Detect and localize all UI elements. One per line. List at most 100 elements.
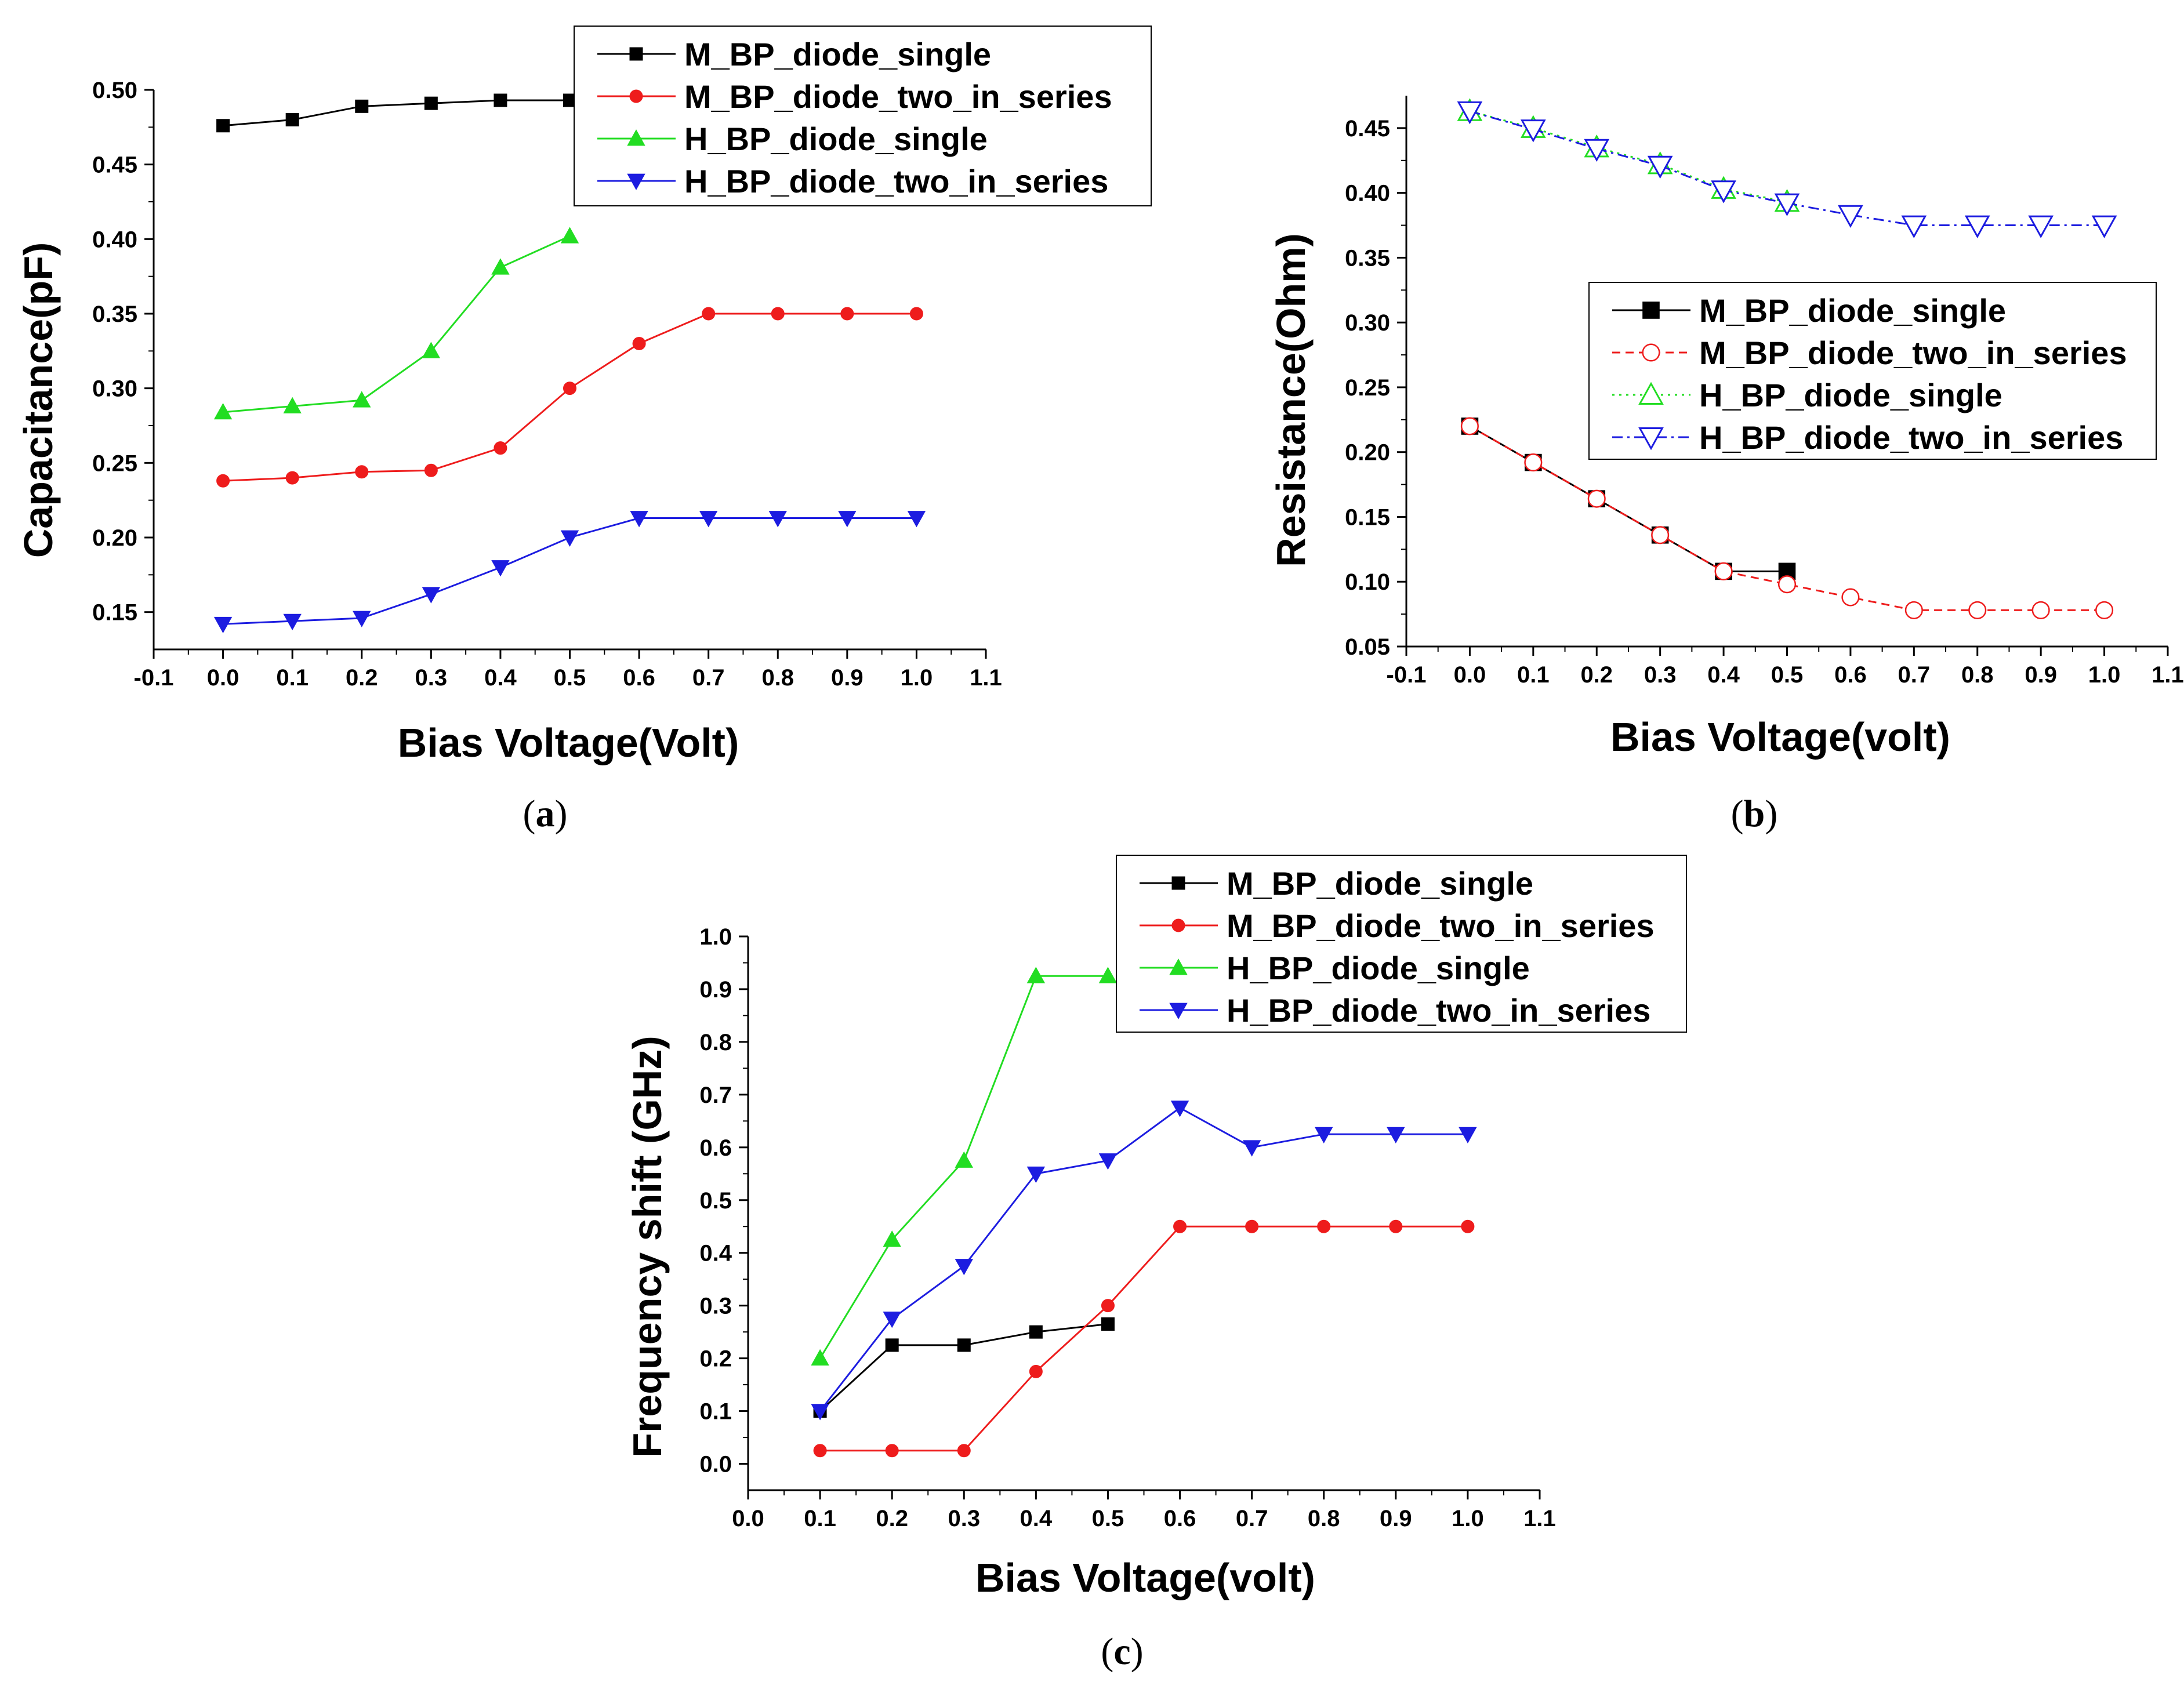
chart-c-data-point — [885, 1444, 899, 1458]
chart-c-x-tick-label: 1.0 — [1452, 1506, 1484, 1531]
chart-c-legend-marker-1 — [1171, 918, 1185, 932]
chart-a-x-tick-label: 1.0 — [901, 665, 933, 691]
chart-a-data-point — [768, 511, 787, 528]
chart-b-y-axis-title: Resistance(Ohm) — [1268, 233, 1314, 567]
chart-c-x-tick-label: 1.1 — [1523, 1506, 1556, 1531]
chart-c-x-tick-label: 0.5 — [1092, 1506, 1124, 1531]
chart-a-data-point — [422, 587, 441, 604]
chart-a-data-point — [424, 463, 438, 477]
chart-a-data-point — [353, 611, 371, 627]
chart-a-y-tick-label: 0.45 — [92, 152, 137, 178]
chart-a-data-point — [840, 307, 854, 321]
chart-b-data-point — [1647, 155, 1673, 179]
chart-a-data-point — [216, 119, 230, 133]
chart-a-data-point — [422, 342, 441, 358]
chart-b-series-line-1 — [1469, 425, 2105, 611]
chart-a-legend-label-2: H_BP_diode_single — [684, 121, 988, 157]
chart-b-x-tick-label: 0.9 — [2025, 662, 2057, 688]
chart-a-data-point — [563, 382, 576, 395]
chart-b-data-point — [1520, 119, 1546, 143]
chart-b-data-point — [1457, 101, 1483, 125]
chart-b-legend-box — [1588, 282, 2157, 460]
chart-b-legend-marker-2 — [1638, 382, 1664, 405]
chart-a-x-tick-label: 0.3 — [415, 665, 448, 691]
chart-b-y-tick-label: 0.40 — [1345, 181, 1390, 206]
chart-a-data-point — [494, 93, 507, 107]
chart-c-data-point — [1098, 967, 1118, 983]
chart-a-x-tick-label: 0.8 — [761, 665, 794, 691]
chart-a-data-point — [630, 511, 648, 528]
chart-b-data-point — [2031, 601, 2050, 619]
chart-c-data-point — [883, 1230, 901, 1247]
chart-b-panel-label: (b) — [1731, 793, 1778, 835]
chart-c-x-tick-label: 0.0 — [732, 1506, 764, 1531]
chart-c-x-tick-label: 0.9 — [1380, 1506, 1412, 1531]
chart-a-x-tick-label: -0.1 — [134, 665, 174, 691]
chart-b-x-tick-label: 0.7 — [1898, 662, 1931, 688]
chart-b-legend: M_BP_diode_single M_BP_diode_two_in_serie… — [1588, 282, 2157, 460]
chart-b-data-point — [1711, 180, 1736, 204]
chart-b-y-tick-label: 0.20 — [1345, 440, 1390, 466]
chart-c: Frequency shift (GHz) Bias Voltage(volt)… — [625, 855, 1687, 1673]
chart-a-data-point — [494, 441, 507, 455]
chart-c-legend-label-1: M_BP_diode_two_in_series — [1227, 907, 1655, 944]
chart-b-y-tick-label: 0.25 — [1345, 375, 1390, 401]
chart-c-x-tick-label: 0.2 — [876, 1506, 908, 1531]
chart-b-x-tick-label: 1.1 — [2152, 662, 2184, 688]
chart-c-data-point — [1101, 1299, 1115, 1313]
chart-c-legend: M_BP_diode_single M_BP_diode_two_in_serie… — [1116, 855, 1687, 1033]
chart-a-legend-marker-3 — [627, 173, 645, 190]
chart-c-series-line-3 — [819, 1106, 1468, 1412]
chart-c-data-point — [1029, 1364, 1043, 1378]
chart-a-legend: M_BP_diode_single M_BP_diode_two_in_serie… — [574, 26, 1152, 206]
chart-a-y-tick-label: 0.20 — [92, 525, 137, 551]
chart-b-data-point — [1774, 193, 1800, 216]
chart-c-x-axis-title: Bias Voltage(volt) — [975, 1555, 1315, 1600]
chart-b-legend-marker-3 — [1638, 427, 1664, 451]
chart-b-x-axis-title: Bias Voltage(volt) — [1610, 714, 1950, 760]
chart-a-data-point — [838, 511, 857, 528]
chart-b-data-point — [1460, 417, 1479, 435]
chart-c-data-point — [883, 1312, 901, 1328]
chart-c-data-point — [813, 1444, 827, 1458]
chart-c-data-point — [1461, 1219, 1475, 1233]
chart-a-data-point — [560, 227, 579, 244]
chart-c-y-tick-label: 0.3 — [699, 1294, 732, 1319]
chart-c-data-point — [1389, 1219, 1403, 1233]
chart-c-data-point — [1387, 1127, 1405, 1143]
chart-a-data-point — [283, 397, 302, 413]
chart-a-data-point — [283, 613, 302, 630]
chart-b-data-point — [2028, 215, 2054, 238]
chart-c-data-point — [1026, 1166, 1046, 1183]
chart-b-x-tick-label: 0.3 — [1644, 662, 1677, 688]
chart-b-data-point — [1964, 215, 1990, 238]
chart-a-data-point — [771, 307, 785, 321]
chart-c-y-tick-label: 0.4 — [699, 1241, 732, 1266]
chart-a-legend-label-0: M_BP_diode_single — [684, 36, 991, 72]
chart-c-data-point — [1101, 1317, 1115, 1331]
chart-c-legend-box — [1116, 855, 1687, 1033]
chart-a-x-tick-label: 0.7 — [692, 665, 725, 691]
chart-c-y-tick-label: 0.2 — [699, 1346, 732, 1372]
chart-a-x-tick-label: 0.9 — [831, 665, 864, 691]
chart-a-data-point — [909, 307, 923, 321]
chart-a-data-point — [491, 258, 510, 275]
chart-c-x-tick-label: 0.7 — [1236, 1506, 1268, 1531]
chart-b-data-point — [1524, 453, 1543, 472]
chart-a-data-point — [216, 474, 230, 488]
chart-b-legend-label-1: M_BP_diode_two_in_series — [1699, 335, 2127, 371]
chart-a: Capacitance(pF) Bias Voltage(Volt) (a) -… — [16, 26, 1152, 835]
chart-c-x-tick-label: 0.4 — [1020, 1506, 1053, 1531]
chart-c-data-point — [1026, 967, 1046, 983]
chart-a-legend-marker-0 — [629, 47, 643, 61]
chart-a-legend-box — [574, 26, 1152, 206]
chart-c-data-point — [1098, 1153, 1118, 1170]
chart-a-data-point — [702, 307, 716, 321]
chart-c-y-tick-label: 0.6 — [699, 1135, 732, 1161]
chart-a-x-tick-label: 0.2 — [346, 665, 378, 691]
chart-c-legend-marker-0 — [1171, 876, 1185, 890]
chart-a-data-point — [285, 112, 299, 126]
chart-a-x-tick-label: 0.6 — [623, 665, 655, 691]
chart-a-legend-label-1: M_BP_diode_two_in_series — [684, 78, 1112, 115]
chart-c-data-point — [1029, 1325, 1043, 1339]
